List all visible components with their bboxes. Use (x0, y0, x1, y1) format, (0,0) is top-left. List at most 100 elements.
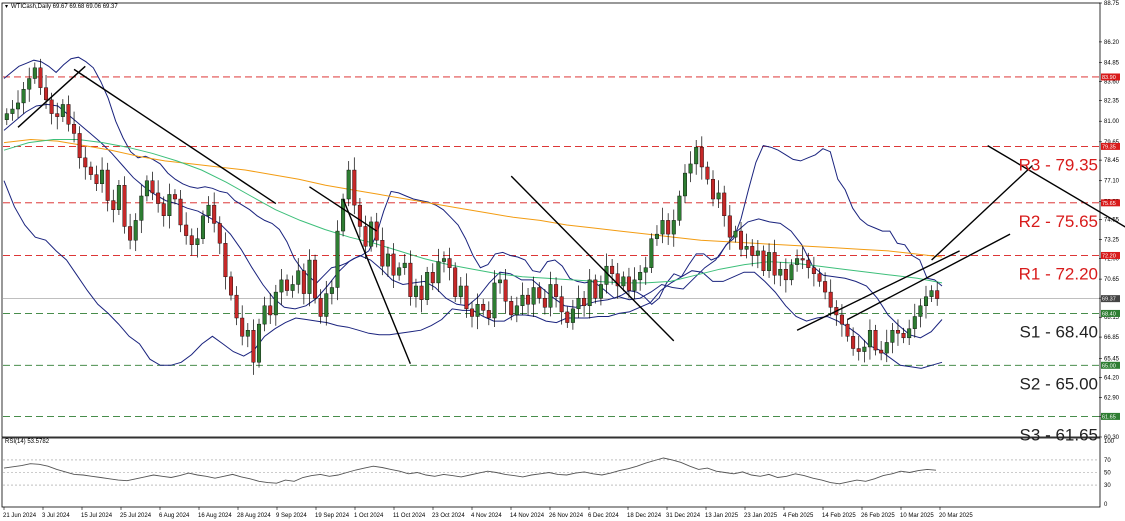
y-tick-label: 88.75 (1104, 1, 1120, 7)
x-tick-label: 20 Mar 2025 (939, 513, 973, 519)
x-tick-label: 18 Dec 2024 (627, 513, 662, 519)
candle-body (722, 192, 727, 217)
candle-body (223, 243, 228, 278)
candle-body (638, 272, 643, 281)
candle-body (189, 235, 194, 245)
candle-body (867, 330, 872, 348)
candle-body (94, 174, 99, 184)
candle-body (711, 178, 715, 200)
resistance-tag (1101, 142, 1120, 150)
candle-body (49, 99, 54, 114)
candle-body (918, 305, 923, 317)
candle-body (380, 240, 385, 267)
candle-body (817, 273, 822, 282)
candle-body (811, 267, 816, 274)
x-tick-label: 14 Feb 2025 (822, 513, 856, 519)
candle-body (150, 180, 155, 194)
trendline (73, 68, 277, 205)
candle-body (77, 133, 82, 159)
candle-body (716, 192, 721, 200)
candle-body (481, 304, 486, 311)
candle-body (688, 163, 693, 174)
bollinger-middle-line (3, 103, 943, 339)
candle-body (593, 279, 598, 299)
x-tick-label: 23 Jan 2025 (744, 513, 778, 519)
candle-body (576, 297, 581, 310)
candle-body (83, 157, 88, 168)
y-tick-label: 60.30 (1104, 435, 1120, 441)
candle-body (324, 293, 329, 317)
candle-body (229, 276, 233, 296)
x-tick-label: 9 Sep 2024 (276, 513, 307, 519)
candle-body (172, 194, 177, 200)
trendline (342, 198, 411, 365)
x-tick-label: 4 Nov 2024 (471, 513, 502, 519)
candle-body (234, 294, 239, 319)
y-tick-label: 72.00 (1104, 257, 1120, 263)
candle-body (447, 258, 452, 268)
candle-body (268, 305, 273, 316)
rsi-line (3, 457, 937, 485)
candle-body (111, 200, 116, 210)
candle-body (72, 124, 77, 134)
candle-body (884, 342, 889, 354)
trendline (796, 250, 960, 331)
candle-body (105, 169, 110, 201)
candle-body (520, 294, 525, 307)
chart-title: WTICash,Daily 69.67 69.68 69.06 69.37 (11, 4, 118, 10)
candle-body (470, 308, 474, 317)
candle-body (397, 267, 402, 276)
x-tick-label: 11 Oct 2024 (393, 513, 426, 519)
x-tick-label: 6 Aug 2024 (159, 513, 190, 519)
x-tick-label: 26 Nov 2024 (549, 513, 584, 519)
candle-body (251, 330, 256, 363)
candle-body (156, 192, 161, 204)
candle-body (357, 204, 362, 227)
candle-body (273, 291, 278, 316)
candle-body (570, 308, 575, 323)
candle-body (391, 253, 396, 276)
candle-body (778, 268, 783, 276)
resistance-tag (1101, 199, 1120, 207)
candle-body (307, 259, 312, 294)
candle-body (610, 265, 615, 274)
support-label: S2 - 65.00 (1020, 374, 1098, 393)
candle-body (682, 172, 687, 197)
candle-body (699, 146, 704, 168)
candle-body (212, 204, 217, 224)
candle-body (301, 270, 306, 294)
candle-body (38, 67, 43, 88)
candle-body (923, 296, 928, 307)
candle-body (565, 311, 570, 323)
candle-body (621, 276, 626, 287)
candle-body (828, 291, 833, 308)
trendline (17, 65, 86, 128)
candle-body (912, 316, 917, 329)
candle-body (604, 265, 609, 285)
trendline (847, 233, 1011, 321)
trendline (510, 175, 675, 342)
candle-body (851, 336, 856, 349)
candle-body (554, 284, 559, 297)
y-tick-label: 81.00 (1104, 119, 1120, 125)
candle-body (16, 102, 21, 110)
rsi-y-tick-label: 0 (1104, 502, 1108, 508)
y-tick-label: 78.45 (1104, 158, 1120, 164)
rsi-y-tick-label: 50 (1104, 471, 1111, 477)
candle-body (582, 297, 587, 307)
candle-body (329, 287, 334, 294)
candle-body (677, 195, 682, 221)
rsi-y-tick-label: 30 (1104, 483, 1111, 489)
trendline (987, 145, 1125, 228)
candle-body (10, 108, 15, 114)
candle-body (895, 330, 900, 334)
rsi-title: RSI(14) 53.5782 (5, 439, 50, 445)
x-tick-label: 28 Aug 2024 (237, 513, 271, 519)
support-tag (1101, 309, 1120, 317)
y-tick-label: 64.20 (1104, 376, 1120, 382)
x-tick-label: 10 Mar 2025 (900, 513, 934, 519)
candle-body (486, 310, 491, 319)
candle-body (862, 346, 867, 352)
candle-body (879, 349, 884, 354)
